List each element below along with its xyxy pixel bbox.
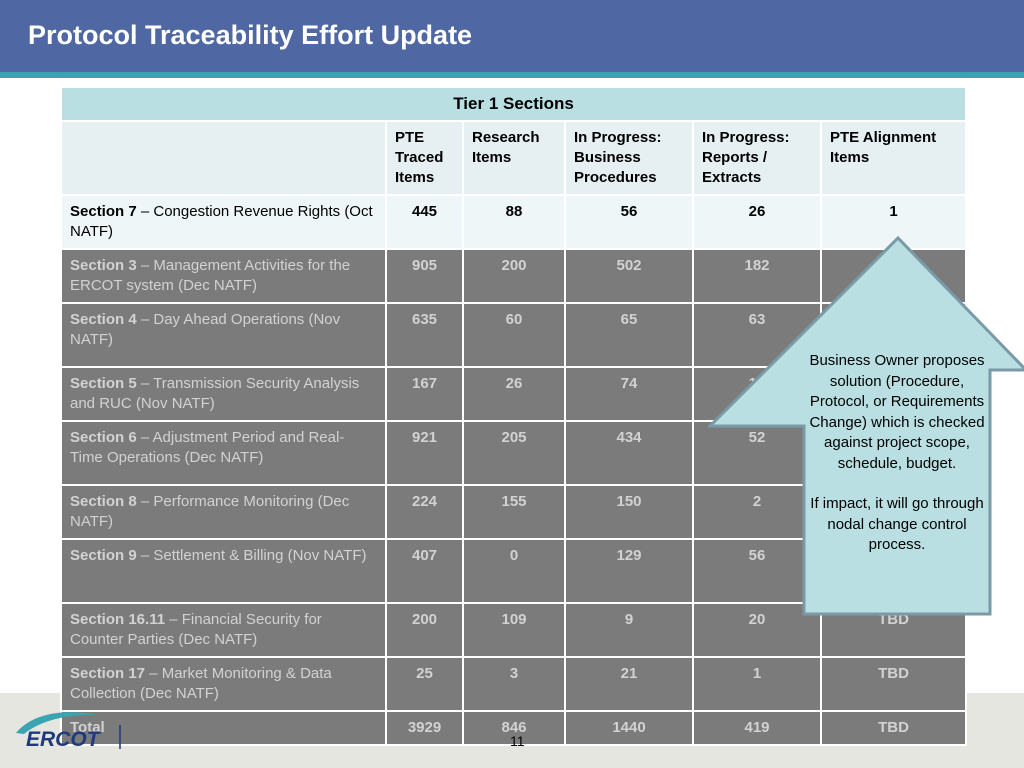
up-arrow-callout (708, 236, 1024, 616)
cell-traced: 167 (385, 366, 464, 422)
logo-swoosh (16, 712, 96, 734)
section-name: Section 3 (70, 257, 137, 274)
cell-business-procedures: 129 (564, 538, 694, 604)
section-description: – Day Ahead Operations (Nov NATF) (70, 311, 341, 348)
cell-research: 200 (462, 248, 566, 304)
cell-research: 155 (462, 484, 566, 540)
column-header-row: PTE Traced Items Research Items In Progr… (60, 120, 968, 196)
callout-text: Business Owner proposes solution (Proced… (804, 351, 990, 556)
up-arrow-shape (708, 236, 1024, 616)
cell-traced: 445 (385, 194, 464, 250)
cell-traced: 25 (385, 656, 464, 712)
cell-research: 3 (462, 656, 566, 712)
cell-research: 88 (462, 194, 566, 250)
section-name: Section 16.11 (70, 611, 166, 628)
cell-alignment: TBD (819, 656, 968, 712)
tier-header-row: Tier 1 Sections (59, 86, 968, 122)
section-cell: Section 17 – Market Monitoring & Data Co… (60, 656, 387, 712)
total-alignment: TBD (819, 710, 968, 746)
section-cell: Section 4 – Day Ahead Operations (Nov NA… (60, 302, 387, 368)
cell-research: 0 (462, 538, 566, 604)
cell-research: 60 (462, 302, 566, 368)
section-description: – Market Monitoring & Data Collection (D… (70, 665, 332, 702)
section-cell: Section 16.11 – Financial Security for C… (60, 602, 387, 658)
total-business-procedures: 1440 (564, 710, 694, 746)
total-label: Total (60, 710, 387, 746)
cell-business-procedures: 65 (564, 302, 694, 368)
section-description: – Performance Monitoring (Dec NATF) (70, 493, 350, 530)
tier-header: Tier 1 Sections (59, 86, 968, 122)
header-research: Research Items (462, 120, 566, 196)
section-cell: Section 5 – Transmission Security Analys… (60, 366, 387, 422)
header-blank-cell (60, 120, 387, 196)
cell-research: 205 (462, 420, 566, 486)
section-name: Section 9 (70, 547, 137, 564)
header-reports-extracts: In Progress: Reports / Extracts (692, 120, 822, 196)
ercot-logo-icon: ERCOT (16, 712, 121, 751)
cell-traced: 200 (385, 602, 464, 658)
section-name: Section 7 (70, 203, 137, 220)
header-business-procedures: In Progress: Business Procedures (564, 120, 694, 196)
table-row: Section 7 – Congestion Revenue Rights (O… (60, 194, 968, 250)
total-traced: 3929 (385, 710, 464, 746)
cell-business-procedures: 21 (564, 656, 694, 712)
section-description: – Congestion Revenue Rights (Oct NATF) (70, 203, 373, 240)
total-row: Total 3929 846 1440 419 TBD (60, 710, 968, 746)
section-cell: Section 7 – Congestion Revenue Rights (O… (60, 194, 387, 250)
section-description: – Settlement & Billing (Nov NATF) (136, 547, 367, 564)
table-row: Section 16.11 – Financial Security for C… (60, 602, 968, 658)
cell-reports-extracts: 56 (692, 538, 822, 604)
title-stripe (0, 72, 1024, 78)
section-cell: Section 6 – Adjustment Period and Real-T… (60, 420, 387, 486)
cell-business-procedures: 150 (564, 484, 694, 540)
section-name: Section 8 (70, 493, 137, 510)
header-pte-traced: PTE Traced Items (385, 120, 464, 196)
section-name: Section 6 (70, 429, 137, 446)
cell-business-procedures: 434 (564, 420, 694, 486)
cell-reports-extracts: 1 (692, 656, 822, 712)
cell-reports-extracts: 26 (692, 194, 822, 250)
title-bar: Protocol Traceability Effort Update (0, 0, 1024, 72)
page-number: 11 (510, 733, 525, 749)
cell-traced: 407 (385, 538, 464, 604)
cell-traced: 635 (385, 302, 464, 368)
section-cell: Section 8 – Performance Monitoring (Dec … (60, 484, 387, 540)
section-description: – Transmission Security Analysis and RUC… (70, 375, 360, 412)
cell-research: 109 (462, 602, 566, 658)
total-research: 846 (462, 710, 566, 746)
section-cell: Section 3 – Management Activities for th… (60, 248, 387, 304)
cell-research: 26 (462, 366, 566, 422)
section-name: Section 17 (70, 665, 146, 682)
section-name: Section 4 (70, 311, 137, 328)
table-row: Section 17 – Market Monitoring & Data Co… (60, 656, 968, 712)
section-description: – Management Activities for the ERCOT sy… (70, 257, 351, 294)
cell-alignment: 1 (819, 194, 968, 250)
section-description: – Adjustment Period and Real-Time Operat… (70, 429, 345, 466)
table-row: Section 3 – Management Activities for th… (60, 248, 968, 304)
cell-reports-extracts: 2 (692, 484, 822, 540)
logo-text: ERCOT (26, 728, 102, 751)
slide-title: Protocol Traceability Effort Update (28, 20, 473, 50)
cell-business-procedures: 56 (564, 194, 694, 250)
cell-traced: 224 (385, 484, 464, 540)
cell-business-procedures: 9 (564, 602, 694, 658)
section-name: Section 5 (70, 375, 137, 392)
cell-business-procedures: 74 (564, 366, 694, 422)
cell-traced: 905 (385, 248, 464, 304)
section-cell: Section 9 – Settlement & Billing (Nov NA… (60, 538, 387, 604)
cell-traced: 921 (385, 420, 464, 486)
callout-text-2: If impact, it will go through nodal chan… (810, 495, 984, 553)
header-pte-alignment: PTE Alignment Items (819, 120, 968, 196)
callout-text-1: Business Owner proposes solution (Proced… (809, 352, 985, 472)
cell-reports-extracts: 20 (692, 602, 822, 658)
cell-business-procedures: 502 (564, 248, 694, 304)
total-reports-extracts: 419 (692, 710, 822, 746)
cell-reports-extracts: 182 (692, 248, 822, 304)
section-description: – Financial Security for Counter Parties… (70, 611, 322, 648)
cell-reports-extracts: 52 (692, 420, 822, 486)
table-row: Section 9 – Settlement & Billing (Nov NA… (60, 538, 968, 604)
